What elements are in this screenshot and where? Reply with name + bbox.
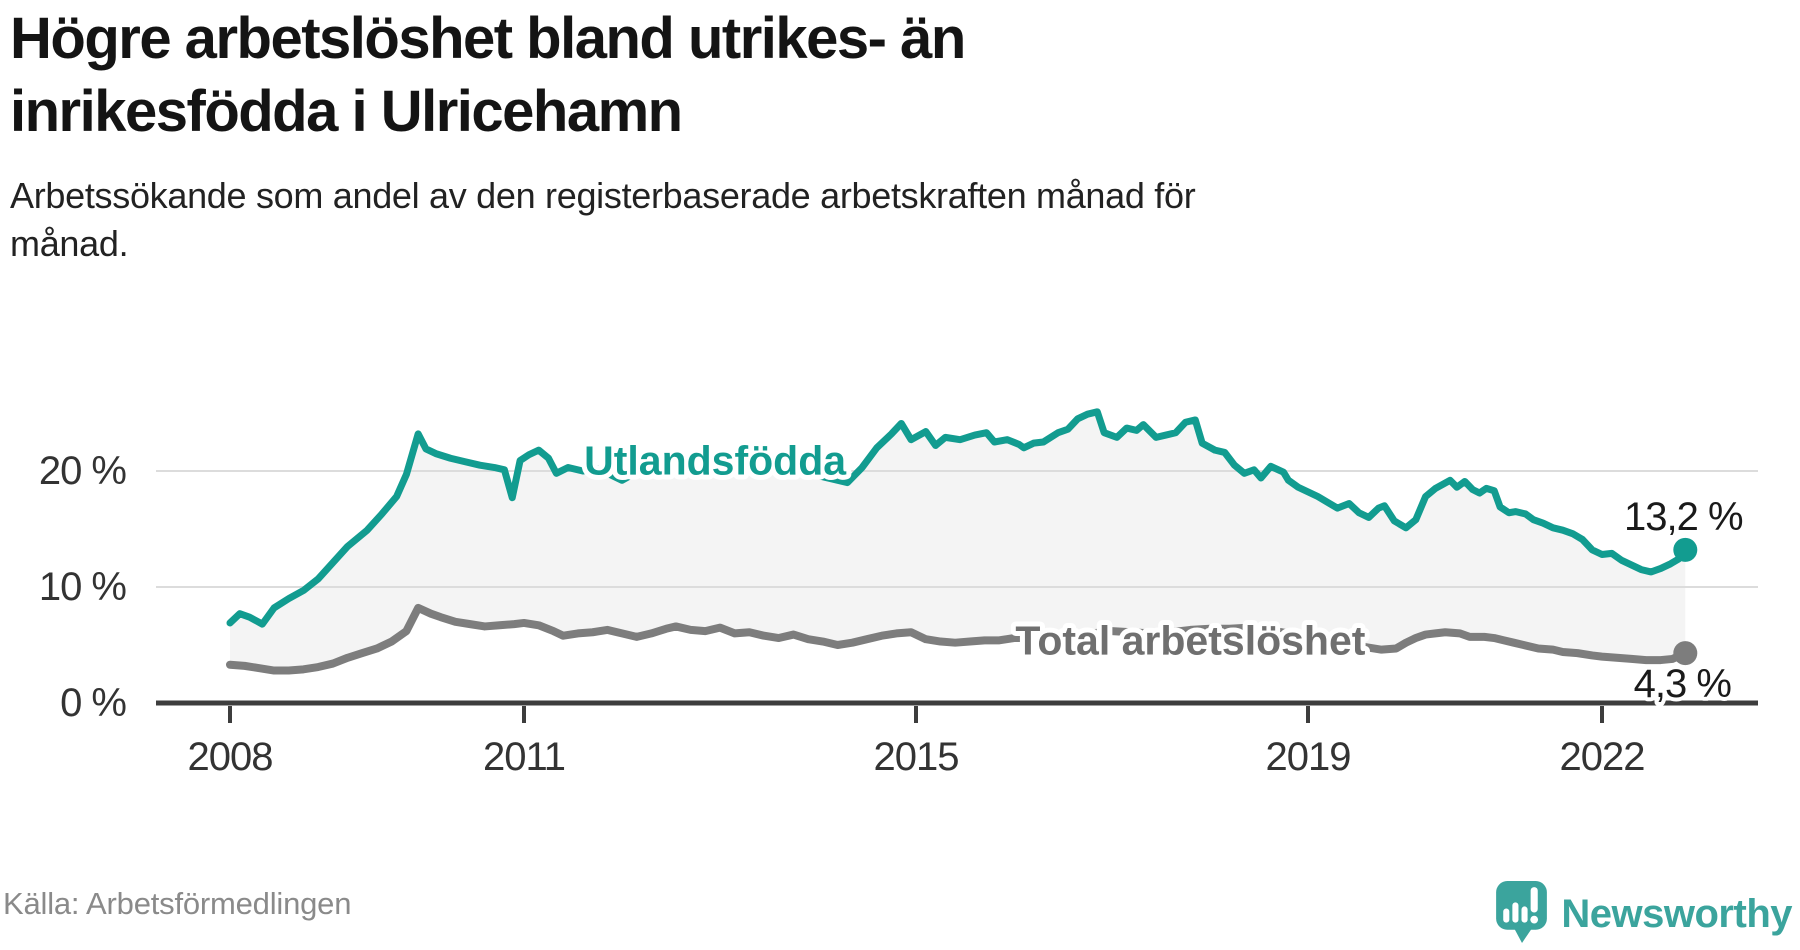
x-tick-label: 2022: [1560, 735, 1645, 779]
value-label-utlandsfodda: 13,2 %: [1624, 495, 1743, 539]
x-tick-label: 2008: [188, 735, 273, 779]
subtitle-line-2: månad.: [10, 223, 129, 264]
newsworthy-logo-icon: [1493, 878, 1550, 950]
series-label-utlandsfodda: Utlandsfödda: [584, 438, 847, 484]
series-label-total: Total arbetslöshet: [1015, 617, 1365, 663]
x-tick-label: 2015: [874, 735, 959, 779]
chart-subtitle: Arbetssökande som andel av den registerb…: [10, 172, 1750, 268]
end-dot-utlandsfodda: [1673, 537, 1698, 562]
area-between-series: [230, 411, 1686, 671]
x-tick-label: 2019: [1266, 735, 1351, 779]
source-note: Källa: Arbetsförmedlingen: [3, 886, 352, 921]
header: Högre arbetslöshet bland utrikes- än inr…: [10, 2, 1750, 268]
y-tick-label: 10 %: [39, 565, 127, 609]
series-line-total: [226, 603, 1690, 675]
page-title: Högre arbetslöshet bland utrikes- än inr…: [10, 2, 1750, 148]
brand-name: Newsworthy: [1561, 891, 1792, 936]
brand-lockup: Newsworthy: [1493, 878, 1792, 950]
end-dot-total: [1673, 641, 1698, 666]
x-tick-label: 2011: [483, 735, 565, 779]
title-line-1: Högre arbetslöshet bland utrikes- än: [10, 6, 966, 71]
subtitle-line-1: Arbetssökande som andel av den registerb…: [10, 175, 1196, 216]
series-line-utlandsfodda: [226, 408, 1689, 628]
y-tick-label: 0 %: [60, 681, 126, 725]
value-label-total: 4,3 %: [1634, 662, 1732, 706]
title-line-2: inrikesfödda i Ulricehamn: [10, 79, 683, 144]
y-tick-label: 20 %: [39, 449, 127, 493]
